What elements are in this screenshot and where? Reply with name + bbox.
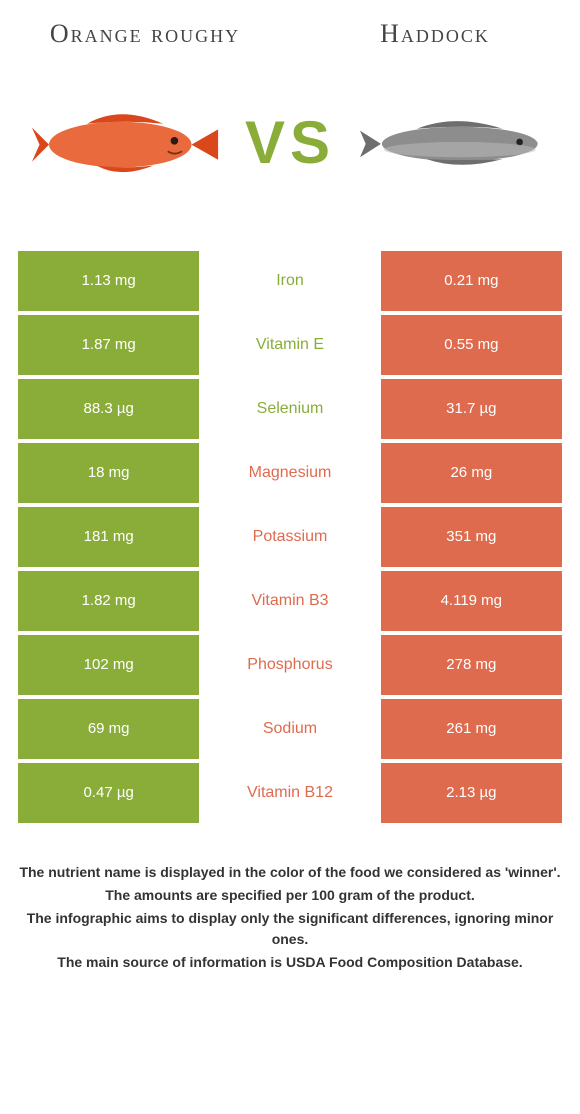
right-value-cell: 261 mg [381, 699, 562, 759]
left-food-title: Orange roughy [20, 18, 270, 51]
comparison-table: 1.13 mgIron0.21 mg1.87 mgVitamin E0.55 m… [0, 251, 580, 823]
right-value-cell: 0.55 mg [381, 315, 562, 375]
footnote-line: The main source of information is USDA F… [18, 952, 562, 973]
left-value-cell: 88.3 µg [18, 379, 199, 439]
right-value-cell: 2.13 µg [381, 763, 562, 823]
table-row: 181 mgPotassium351 mg [18, 507, 562, 567]
left-value-cell: 18 mg [18, 443, 199, 503]
vs-label: VS [241, 108, 339, 177]
header-titles: Orange roughy Haddock [0, 0, 580, 51]
table-row: 1.13 mgIron0.21 mg [18, 251, 562, 311]
nutrient-cell: Vitamin E [199, 315, 380, 375]
nutrient-cell: Iron [199, 251, 380, 311]
table-row: 102 mgPhosphorus278 mg [18, 635, 562, 695]
right-value-cell: 26 mg [381, 443, 562, 503]
right-value-cell: 4.119 mg [381, 571, 562, 631]
right-food-title: Haddock [310, 18, 560, 51]
nutrient-cell: Phosphorus [199, 635, 380, 695]
right-value-cell: 278 mg [381, 635, 562, 695]
left-value-cell: 1.82 mg [18, 571, 199, 631]
left-value-cell: 0.47 µg [18, 763, 199, 823]
nutrient-cell: Selenium [199, 379, 380, 439]
right-value-cell: 351 mg [381, 507, 562, 567]
table-row: 69 mgSodium261 mg [18, 699, 562, 759]
nutrient-cell: Vitamin B3 [199, 571, 380, 631]
left-value-cell: 1.13 mg [18, 251, 199, 311]
haddock-icon [360, 104, 550, 180]
nutrient-cell: Potassium [199, 507, 380, 567]
footnote-line: The amounts are specified per 100 gram o… [18, 885, 562, 906]
orange-roughy-icon [30, 99, 220, 185]
nutrient-cell: Vitamin B12 [199, 763, 380, 823]
images-row: VS [0, 51, 580, 251]
table-row: 88.3 µgSelenium31.7 µg [18, 379, 562, 439]
table-row: 18 mgMagnesium26 mg [18, 443, 562, 503]
nutrient-cell: Magnesium [199, 443, 380, 503]
footnotes: The nutrient name is displayed in the co… [0, 827, 580, 973]
right-value-cell: 0.21 mg [381, 251, 562, 311]
left-value-cell: 1.87 mg [18, 315, 199, 375]
table-row: 0.47 µgVitamin B122.13 µg [18, 763, 562, 823]
nutrient-cell: Sodium [199, 699, 380, 759]
left-value-cell: 181 mg [18, 507, 199, 567]
table-row: 1.82 mgVitamin B34.119 mg [18, 571, 562, 631]
left-value-cell: 69 mg [18, 699, 199, 759]
footnote-line: The nutrient name is displayed in the co… [18, 862, 562, 883]
left-food-image [10, 72, 241, 212]
footnote-line: The infographic aims to display only the… [18, 908, 562, 950]
right-food-image [339, 72, 570, 212]
table-row: 1.87 mgVitamin E0.55 mg [18, 315, 562, 375]
right-value-cell: 31.7 µg [381, 379, 562, 439]
left-value-cell: 102 mg [18, 635, 199, 695]
